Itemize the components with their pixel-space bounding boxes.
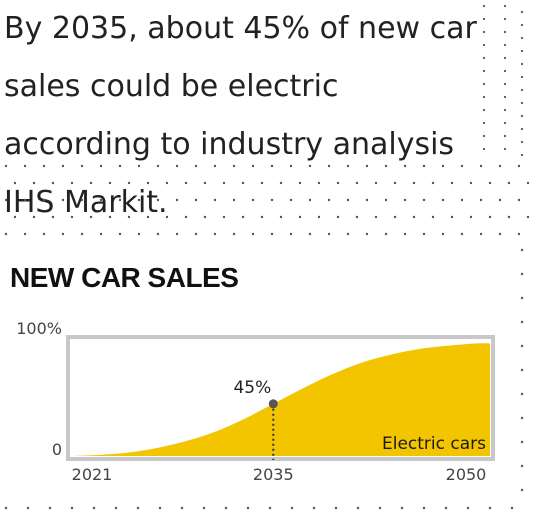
y-tick-label-0: 0 [52, 440, 62, 459]
headline: By 2035, about 45% of new car sales coul… [4, 11, 477, 220]
plot-frame [66, 335, 495, 461]
y-tick-label-100: 100% [16, 319, 62, 338]
x-tick-label-2021: 2021 [72, 465, 113, 484]
x-tick-label-2035: 2035 [253, 465, 294, 484]
x-tick-label-2050: 2050 [446, 465, 487, 484]
series-label-electric-cars: Electric cars [382, 434, 486, 454]
annotation-point [268, 399, 278, 409]
chart-title: NEW CAR SALES [10, 262, 239, 293]
series-area-electric-cars [71, 343, 490, 456]
annotation-label: 45% [233, 378, 271, 398]
